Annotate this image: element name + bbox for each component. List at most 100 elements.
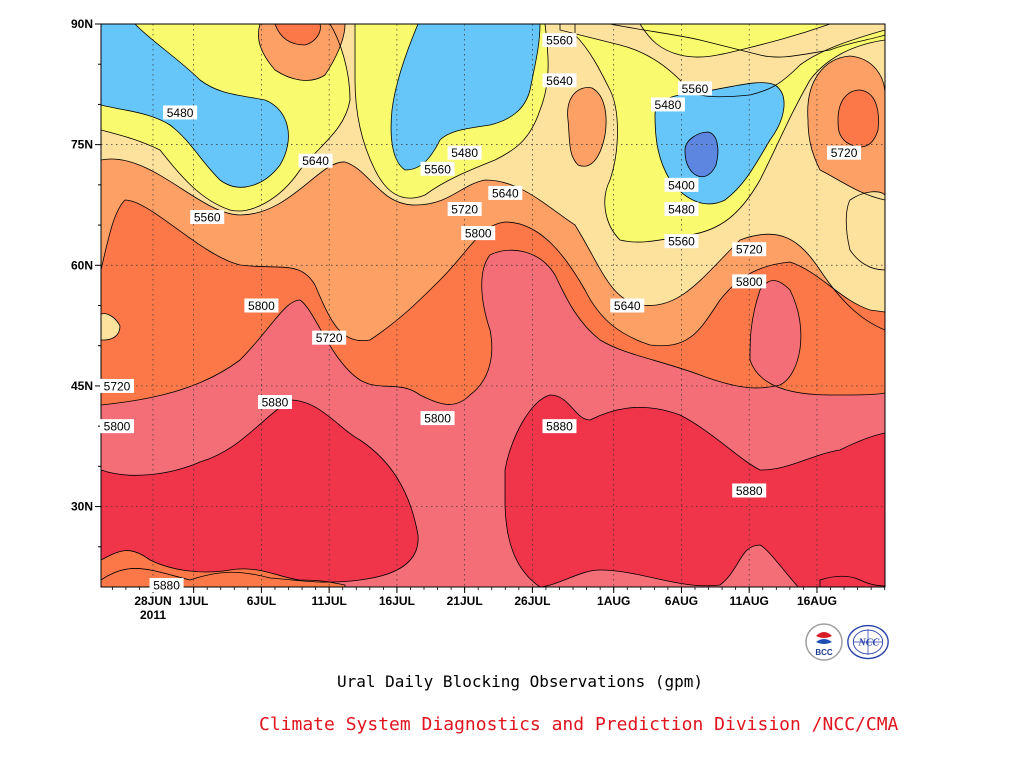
contour-line-band-above-5880-west — [101, 399, 419, 583]
contour-line-ridge-north-center — [559, 24, 885, 98]
y-tick-label-4: 90N — [71, 17, 93, 31]
contour-label-text: 5480 — [668, 202, 695, 216]
contour-label-18: 5720 — [827, 145, 862, 160]
contour-line-deep-cold-core — [684, 131, 719, 178]
contour-label-text: 5880 — [546, 420, 573, 434]
contour-label-bg — [163, 105, 198, 120]
contour-label-bg — [420, 411, 455, 426]
ncc-logo-text: NCC — [858, 638, 880, 649]
contour-label-21: 5800 — [100, 419, 134, 434]
contour-label-bg — [732, 483, 767, 498]
contour-fill-warm-blob-north-center — [567, 87, 607, 167]
contour-label-text: 5560 — [546, 34, 573, 48]
contour-line-warm-blob-top-right — [837, 89, 879, 148]
contour-label-text: 5560 — [682, 82, 709, 96]
contour-label-text: 5800 — [736, 275, 763, 289]
contour-line-ridge-north-west — [258, 24, 346, 81]
contour-fill-ridge-north-center — [560, 24, 885, 97]
contour-line-cold-blob-center — [390, 24, 541, 171]
contour-label-17: 5720 — [732, 242, 767, 257]
contour-line-warm-pocket-east — [845, 191, 885, 271]
contour-label-bg — [827, 145, 862, 160]
contour-label-bg — [461, 226, 496, 241]
contour-label-bg — [542, 419, 577, 434]
contour-line-band-5720-5800-south — [101, 550, 346, 587]
x-tick-label-1: 1JUL — [179, 594, 208, 608]
contour-lines — [101, 24, 885, 587]
contour-label-12: 5640 — [542, 73, 577, 88]
contour-line-band-5800-5880 — [101, 249, 885, 587]
contour-fill-cold-blob-east — [655, 82, 785, 204]
contour-label-4: 5400 — [664, 177, 699, 192]
contour-label-bg — [542, 33, 577, 48]
contour-fill-band-above-5880-south-east — [820, 576, 885, 587]
contour-label-text: 5480 — [167, 106, 194, 120]
contour-label-bg — [447, 201, 482, 216]
contour-label-bg — [664, 234, 699, 249]
contour-label-text: 5640 — [302, 154, 329, 168]
y-tick-label-1: 45N — [71, 379, 93, 393]
contour-label-text: 5800 — [465, 227, 492, 241]
contour-label-text: 5480 — [655, 98, 682, 112]
x-tick-label-3: 11JUL — [311, 594, 346, 608]
contour-fill-band-above-5880-east — [505, 395, 885, 587]
contour-label-bg — [650, 97, 685, 112]
contour-label-bg — [149, 578, 184, 592]
contour-label-text: 5880 — [736, 484, 763, 498]
contour-line-warm-pocket-west-mid — [101, 313, 121, 341]
contour-label-bg — [244, 298, 279, 313]
contour-label-20: 5800 — [461, 226, 496, 241]
contour-label-text: 5560 — [424, 162, 451, 176]
contour-label-text: 5560 — [668, 235, 695, 249]
contour-label-bg — [610, 298, 645, 313]
contour-label-13: 5640 — [610, 298, 645, 313]
contour-fill-cold-blob-center — [391, 24, 540, 170]
contour-label-6: 5560 — [420, 161, 455, 176]
contour-fill-band-above-5880-west — [101, 400, 419, 583]
bcc-logo-icon: BCC — [805, 623, 843, 661]
contour-label-22: 5800 — [420, 411, 455, 426]
contour-label-23: 5800 — [732, 274, 767, 289]
contour-label-text: 5640 — [546, 74, 573, 88]
contour-label-3: 5480 — [664, 201, 699, 216]
contour-label-26: 5880 — [732, 483, 767, 498]
x-axis: 28JUN 1JUL 6JUL 11JUL 16JUL 21JUL 26JUL 1AUG 6AU… — [111, 587, 886, 622]
footer-credit: Climate System Diagnostics and Predictio… — [259, 714, 899, 735]
contour-line-band-above-5880-east — [504, 394, 885, 587]
contour-label-1: 5480 — [447, 145, 482, 160]
ncc-logo-icon: NCC — [847, 624, 889, 660]
contour-label-25: 5880 — [542, 419, 577, 434]
contour-label-bg — [664, 177, 699, 192]
contour-label-2: 5480 — [650, 97, 685, 112]
contour-label-0: 5480 — [163, 105, 198, 120]
contour-label-24: 5880 — [257, 395, 292, 410]
contour-label-bg — [100, 419, 134, 434]
contour-line-cold-band-north-west — [101, 24, 351, 212]
contour-label-text: 5720 — [451, 202, 478, 216]
contour-line-band-5640-5720 — [101, 158, 885, 587]
contour-label-text: 5880 — [153, 579, 180, 593]
contour-label-bg — [420, 161, 455, 176]
contour-fill-layers — [101, 24, 885, 587]
contour-label-14: 5720 — [312, 330, 347, 345]
x-tick-label-7: 1AUG — [597, 594, 630, 608]
contour-label-8: 5560 — [678, 81, 712, 96]
contour-label-19: 5800 — [244, 298, 279, 313]
y-tick-label-0: 30N — [71, 500, 93, 514]
contour-label-text: 5720 — [104, 379, 131, 393]
contour-line-ridge-north-west-core — [274, 24, 321, 46]
x-tick-label-2: 6JUL — [247, 594, 276, 608]
contour-line-cold-blob-west — [101, 24, 289, 188]
contour-line-cold-band-north-center — [354, 24, 549, 199]
contour-label-9: 5560 — [664, 234, 699, 249]
contour-fill-warm-pocket-east — [846, 191, 885, 270]
x-tick-label-4: 16JUL — [379, 594, 415, 608]
contour-line-warm-blob-north-right — [807, 55, 885, 201]
contour-label-text: 5640 — [492, 186, 519, 200]
contour-label-10: 5640 — [298, 153, 333, 168]
contour-label-16: 5720 — [100, 378, 134, 393]
contour-label-text: 5720 — [316, 331, 343, 345]
contour-fill-deep-cold-core — [685, 132, 718, 177]
chart-title: Ural Daily Blocking Observations (gpm) — [336, 672, 704, 691]
